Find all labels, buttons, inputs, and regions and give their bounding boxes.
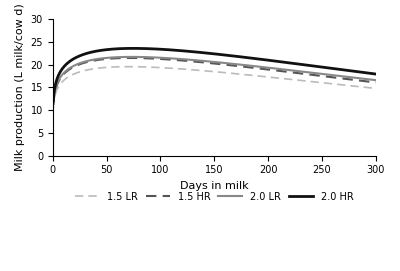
X-axis label: Days in milk: Days in milk xyxy=(180,181,249,191)
Legend: 1.5 LR, 1.5 HR, 2.0 LR, 2.0 HR: 1.5 LR, 1.5 HR, 2.0 LR, 2.0 HR xyxy=(71,188,358,205)
Y-axis label: Milk production (L milk/cow d): Milk production (L milk/cow d) xyxy=(15,4,25,171)
